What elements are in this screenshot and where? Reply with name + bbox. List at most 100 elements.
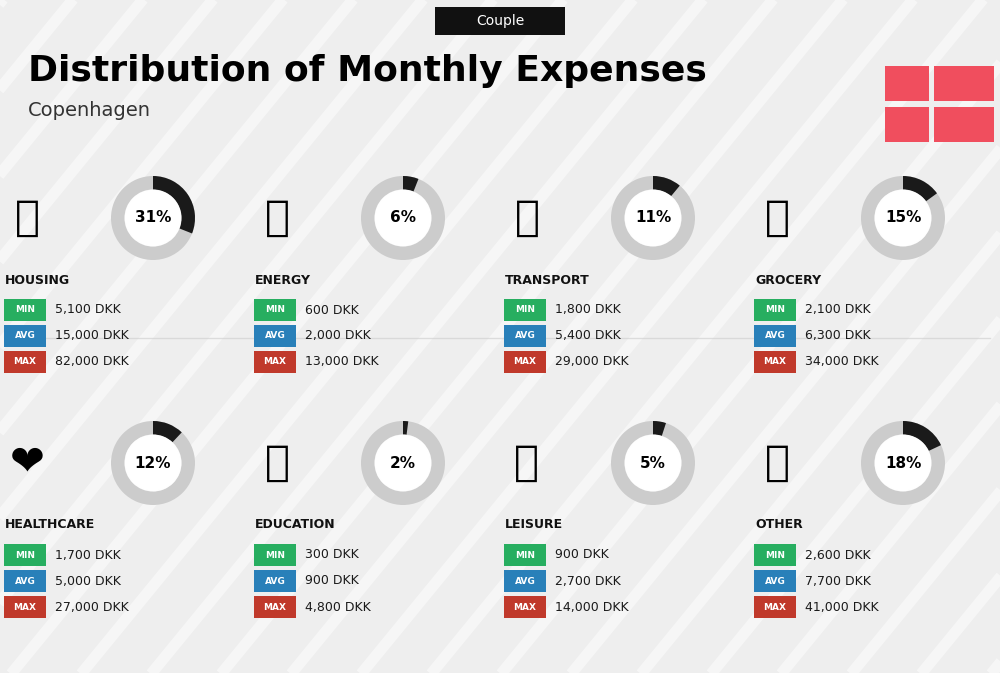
Text: AVG: AVG (765, 332, 785, 341)
Text: 34,000 DKK: 34,000 DKK (805, 355, 879, 369)
Text: MIN: MIN (765, 551, 785, 559)
Text: AVG: AVG (515, 332, 535, 341)
Text: 5,000 DKK: 5,000 DKK (55, 575, 121, 588)
FancyBboxPatch shape (934, 106, 994, 141)
Wedge shape (403, 176, 418, 191)
FancyBboxPatch shape (504, 596, 546, 618)
FancyBboxPatch shape (754, 351, 796, 373)
FancyBboxPatch shape (4, 544, 46, 566)
Text: MAX: MAX (14, 602, 37, 612)
Text: HOUSING: HOUSING (5, 273, 70, 287)
Text: 2,100 DKK: 2,100 DKK (805, 304, 871, 316)
FancyBboxPatch shape (754, 325, 796, 347)
FancyBboxPatch shape (885, 106, 929, 141)
Text: 41,000 DKK: 41,000 DKK (805, 600, 879, 614)
Wedge shape (153, 176, 195, 234)
FancyBboxPatch shape (4, 325, 46, 347)
Text: Distribution of Monthly Expenses: Distribution of Monthly Expenses (28, 54, 707, 88)
Text: MIN: MIN (265, 306, 285, 314)
Text: MIN: MIN (765, 306, 785, 314)
FancyBboxPatch shape (504, 570, 546, 592)
Text: MIN: MIN (15, 551, 35, 559)
Text: MAX: MAX (764, 357, 787, 367)
FancyBboxPatch shape (435, 7, 565, 35)
Text: 300 DKK: 300 DKK (305, 548, 359, 561)
FancyBboxPatch shape (4, 351, 46, 373)
Wedge shape (861, 176, 945, 260)
Text: 2,600 DKK: 2,600 DKK (805, 548, 871, 561)
FancyBboxPatch shape (254, 325, 296, 347)
Circle shape (875, 190, 931, 246)
Text: 18%: 18% (885, 456, 921, 470)
FancyBboxPatch shape (254, 299, 296, 321)
Text: 900 DKK: 900 DKK (555, 548, 609, 561)
Text: AVG: AVG (765, 577, 785, 586)
Text: 🔌: 🔌 (264, 197, 289, 239)
Text: MAX: MAX (764, 602, 787, 612)
Text: Couple: Couple (476, 14, 524, 28)
Text: 14,000 DKK: 14,000 DKK (555, 600, 629, 614)
Text: EDUCATION: EDUCATION (255, 518, 336, 532)
Text: 29,000 DKK: 29,000 DKK (555, 355, 629, 369)
Wedge shape (903, 421, 941, 451)
Wedge shape (361, 421, 445, 505)
FancyBboxPatch shape (754, 570, 796, 592)
Text: MAX: MAX (514, 357, 536, 367)
Text: AVG: AVG (15, 332, 35, 341)
Text: 5,100 DKK: 5,100 DKK (55, 304, 121, 316)
Wedge shape (861, 421, 945, 505)
Wedge shape (403, 421, 408, 435)
Text: 4,800 DKK: 4,800 DKK (305, 600, 371, 614)
Text: AVG: AVG (265, 332, 285, 341)
Text: 15,000 DKK: 15,000 DKK (55, 330, 129, 343)
FancyBboxPatch shape (754, 596, 796, 618)
Text: 600 DKK: 600 DKK (305, 304, 359, 316)
Circle shape (625, 190, 681, 246)
Text: 1,800 DKK: 1,800 DKK (555, 304, 621, 316)
Text: MIN: MIN (265, 551, 285, 559)
Circle shape (375, 435, 431, 491)
Text: MAX: MAX (264, 357, 287, 367)
Wedge shape (153, 421, 182, 442)
Wedge shape (361, 176, 445, 260)
Text: 💳: 💳 (765, 442, 790, 484)
FancyBboxPatch shape (504, 351, 546, 373)
Wedge shape (903, 176, 937, 201)
Text: 5,400 DKK: 5,400 DKK (555, 330, 621, 343)
Text: ❤️: ❤️ (10, 442, 44, 484)
Text: 2,700 DKK: 2,700 DKK (555, 575, 621, 588)
FancyBboxPatch shape (254, 570, 296, 592)
FancyBboxPatch shape (4, 596, 46, 618)
Text: AVG: AVG (515, 577, 535, 586)
Text: 31%: 31% (135, 211, 171, 225)
Text: 🚌: 🚌 (514, 197, 540, 239)
Circle shape (625, 435, 681, 491)
Text: OTHER: OTHER (755, 518, 803, 532)
Wedge shape (611, 421, 695, 505)
Wedge shape (653, 421, 666, 436)
Text: AVG: AVG (15, 577, 35, 586)
FancyBboxPatch shape (754, 299, 796, 321)
Text: Copenhagen: Copenhagen (28, 102, 151, 120)
Text: GROCERY: GROCERY (755, 273, 821, 287)
Text: AVG: AVG (265, 577, 285, 586)
FancyBboxPatch shape (254, 351, 296, 373)
Text: 27,000 DKK: 27,000 DKK (55, 600, 129, 614)
FancyBboxPatch shape (4, 299, 46, 321)
FancyBboxPatch shape (504, 299, 546, 321)
FancyBboxPatch shape (504, 544, 546, 566)
Text: 15%: 15% (885, 211, 921, 225)
Text: 2,000 DKK: 2,000 DKK (305, 330, 371, 343)
FancyBboxPatch shape (934, 66, 994, 101)
Circle shape (875, 435, 931, 491)
Wedge shape (653, 176, 680, 196)
FancyBboxPatch shape (754, 544, 796, 566)
Wedge shape (111, 176, 195, 260)
Text: 🛍️: 🛍️ (514, 442, 540, 484)
FancyBboxPatch shape (254, 544, 296, 566)
Circle shape (125, 435, 181, 491)
Circle shape (375, 190, 431, 246)
Text: 🏢: 🏢 (14, 197, 40, 239)
Text: MAX: MAX (14, 357, 37, 367)
Text: MIN: MIN (15, 306, 35, 314)
